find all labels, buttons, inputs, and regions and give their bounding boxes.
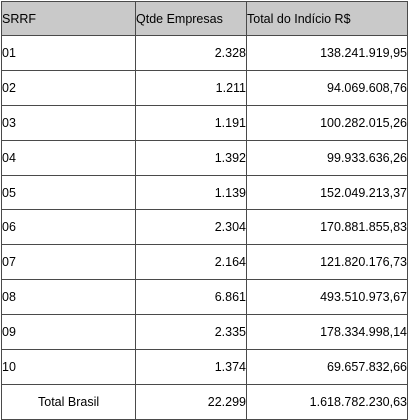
table-row: 04 1.392 99.933.636,26: [1, 139, 408, 176]
cell-total-indicio: 121.820.176,73: [246, 244, 408, 281]
cell-qtde-empresas: 2.304: [135, 209, 247, 246]
cell-srrf: 01: [1, 35, 136, 71]
table-row: 03 1.191 100.282.015,26: [1, 104, 408, 141]
cell-total-indicio: 170.881.855,83: [246, 209, 408, 246]
cell-srrf: 07: [1, 244, 136, 281]
cell-srrf: 06: [1, 209, 136, 246]
cell-total-indicio: 178.334.998,14: [246, 314, 408, 351]
table-row: 07 2.164 121.820.176,73: [1, 244, 408, 281]
cell-total-indicio: 100.282.015,26: [246, 104, 408, 141]
cell-total-indicio: 138.241.919,95: [246, 35, 408, 71]
cell-qtde-empresas: 2.328: [135, 35, 247, 71]
total-label: Total Brasil: [1, 383, 136, 420]
total-indicio: 1.618.782.230,63: [246, 383, 408, 420]
cell-total-indicio: 493.510.973,67: [246, 279, 408, 316]
cell-qtde-empresas: 1.191: [135, 104, 247, 141]
cell-srrf: 03: [1, 104, 136, 141]
cell-total-indicio: 69.657.832,66: [246, 349, 408, 385]
table-row: 05 1.139 152.049.213,37: [1, 174, 408, 211]
cell-srrf: 10: [1, 349, 136, 385]
column-header-total-indicio: Total do Indício R$: [246, 1, 408, 36]
table-row: 06 2.304 170.881.855,83: [1, 209, 408, 246]
table-row: 02 1.211 94.069.608,76: [1, 69, 408, 106]
cell-qtde-empresas: 1.374: [135, 349, 247, 385]
cell-srrf: 05: [1, 174, 136, 211]
table-row: 10 1.374 69.657.832,66: [1, 349, 408, 385]
column-header-srrf: SRRF: [1, 1, 136, 36]
cell-total-indicio: 94.069.608,76: [246, 69, 408, 106]
cell-qtde-empresas: 1.211: [135, 69, 247, 106]
total-qtde-empresas: 22.299: [135, 383, 247, 420]
total-row: Total Brasil 22.299 1.618.782.230,63: [1, 383, 408, 420]
cell-srrf: 02: [1, 69, 136, 106]
cell-srrf: 09: [1, 314, 136, 351]
header-row: SRRF Qtde Empresas Total do Indício R$: [1, 1, 408, 36]
cell-total-indicio: 152.049.213,37: [246, 174, 408, 211]
cell-qtde-empresas: 6.861: [135, 279, 247, 316]
cell-srrf: 08: [1, 279, 136, 316]
cell-qtde-empresas: 2.335: [135, 314, 247, 351]
cell-total-indicio: 99.933.636,26: [246, 139, 408, 176]
cell-qtde-empresas: 1.139: [135, 174, 247, 211]
cell-srrf: 04: [1, 139, 136, 176]
table-row: 01 2.328 138.241.919,95: [1, 35, 408, 71]
cell-qtde-empresas: 1.392: [135, 139, 247, 176]
column-header-qtde-empresas: Qtde Empresas: [135, 1, 247, 36]
table-row: 08 6.861 493.510.973,67: [1, 279, 408, 316]
cell-qtde-empresas: 2.164: [135, 244, 247, 281]
table-row: 09 2.335 178.334.998,14: [1, 314, 408, 351]
